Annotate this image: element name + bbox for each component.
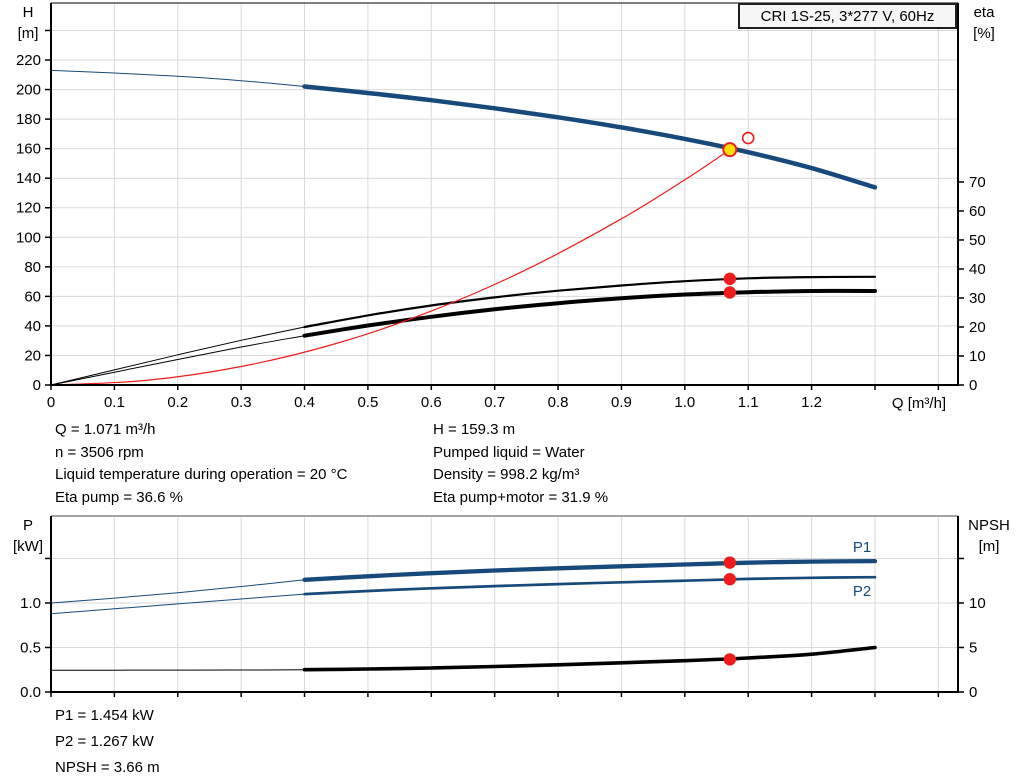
rated-point-marker: [741, 131, 755, 145]
npsh-axis-title-symbol: NPSH: [968, 517, 1010, 534]
curve-H-curve-thin: [50, 69, 305, 87]
duty-annotations-right: H = 159.3 m Pumped liquid = Water Densit…: [433, 419, 608, 509]
right-tick-label: 10: [969, 348, 986, 365]
curve-system-curve: [50, 149, 731, 386]
duty-value-dot: [723, 286, 737, 299]
q-axis-label: Q [m³/h]: [891, 395, 947, 412]
right-tick-label: 50: [969, 232, 986, 249]
p1-curve-label: P1: [852, 539, 872, 556]
duty-value-dot: [723, 573, 737, 586]
x-tick-label: 0.4: [294, 394, 315, 411]
p2-curve-label: P2: [852, 583, 872, 600]
annotation-head: H = 159.3 m: [433, 421, 516, 438]
x-tick-label: 0.9: [611, 394, 632, 411]
curve-eta-pump-thin: [50, 326, 305, 386]
left-tick-label: 180: [16, 111, 41, 128]
duty-annotations-left: Q = 1.071 m³/h n = 3506 rpm Liquid tempe…: [55, 419, 347, 509]
pump-title-text: CRI 1S-25, 3*277 V, 60Hz: [760, 7, 935, 25]
left-tick-label: 100: [16, 229, 41, 246]
duty-point-marker: [722, 142, 738, 158]
right-tick-label: 10: [969, 595, 986, 612]
x-tick-label: 0.8: [548, 394, 569, 411]
curve-eta-pump: [303, 275, 877, 329]
left-tick-label: 0.0: [20, 684, 41, 701]
left-tick-label: 40: [24, 318, 41, 335]
p-axis-title: P [kW]: [8, 515, 48, 557]
left-tick-label: 80: [24, 259, 41, 276]
curve-P2: [303, 575, 877, 596]
duty-value-dot: [723, 653, 737, 666]
right-tick-label: 60: [969, 203, 986, 220]
x-tick-label: 1.0: [674, 394, 695, 411]
right-tick-label: 5: [969, 639, 977, 656]
curve-P2-thin: [50, 593, 305, 615]
x-tick-label: 0.5: [357, 394, 378, 411]
right-tick-label: 0: [969, 684, 977, 701]
h-axis-title-symbol: H: [22, 4, 34, 21]
x-tick-label: 0.1: [104, 394, 125, 411]
annotation-density: Density = 998.2 kg/m³: [433, 466, 580, 483]
curve-NPSH: [302, 645, 877, 672]
h-axis-title: H [m]: [8, 2, 48, 44]
left-tick-label: 120: [16, 200, 41, 217]
curve-P1-thin: [50, 579, 305, 604]
curve-H-curve: [302, 84, 878, 190]
annotation-p1: P1 = 1.454 kW: [55, 707, 154, 724]
x-tick-label: 0.3: [231, 394, 252, 411]
right-tick-label: 20: [969, 319, 986, 336]
annotation-speed: n = 3506 rpm: [55, 443, 144, 461]
left-tick-label: 20: [24, 347, 41, 364]
npsh-axis-title-unit: [m]: [978, 538, 1000, 555]
eta-axis-title: eta [%]: [960, 2, 1008, 44]
left-tick-label: 220: [16, 52, 41, 69]
eta-axis-title-symbol: eta: [973, 4, 995, 21]
annotation-p2: P2 = 1.267 kW: [55, 733, 154, 750]
right-tick-label: 70: [969, 174, 986, 191]
left-tick-label: 140: [16, 170, 41, 187]
left-tick-label: 160: [16, 141, 41, 158]
eta-axis-title-unit: [%]: [973, 25, 995, 42]
x-tick-label: 0: [47, 394, 55, 411]
x-tick-label: 0.7: [484, 394, 505, 411]
right-tick-label: 40: [969, 261, 986, 278]
x-tick-label: 0.6: [421, 394, 442, 411]
annotation-eta-pump-motor: Eta pump+motor = 31.9 %: [433, 488, 609, 506]
curve-eta-pump-motor: [302, 288, 877, 338]
duty-value-dot: [723, 272, 737, 286]
right-tick-label: 30: [969, 290, 986, 307]
x-tick-label: 1.2: [801, 394, 822, 411]
p-axis-title-symbol: P: [22, 517, 33, 534]
annotation-pumped-liquid: Pumped liquid = Water: [433, 443, 585, 461]
h-axis-title-unit: [m]: [17, 25, 39, 42]
x-tick-label: 1.1: [738, 394, 759, 411]
power-annotations: P1 = 1.454 kW P2 = 1.267 kW NPSH = 3.66 …: [55, 703, 160, 781]
annotation-eta-pump: Eta pump = 36.6 %: [55, 488, 183, 506]
curve-NPSH-thin: [50, 669, 305, 671]
curve-P1: [302, 558, 878, 582]
left-tick-label: 1.0: [20, 595, 41, 612]
pump-title-box: CRI 1S-25, 3*277 V, 60Hz: [738, 3, 957, 29]
annotation-liquid-temp: Liquid temperature during operation = 20…: [55, 466, 348, 483]
curve-eta-pump-motor-thin: [50, 335, 305, 386]
p-axis-title-unit: [kW]: [13, 538, 43, 555]
npsh-axis-title: NPSH [m]: [956, 515, 1022, 557]
annotation-npsh: NPSH = 3.66 m: [55, 759, 160, 776]
left-tick-label: 60: [24, 288, 41, 305]
left-tick-label: 200: [16, 82, 41, 99]
duty-value-dot: [723, 556, 737, 569]
left-tick-label: 0.5: [20, 639, 41, 656]
right-tick-label: 0: [969, 377, 977, 394]
annotation-q: Q = 1.071 m³/h: [55, 421, 156, 438]
left-tick-label: 0: [33, 377, 41, 394]
x-tick-label: 0.2: [167, 394, 188, 411]
